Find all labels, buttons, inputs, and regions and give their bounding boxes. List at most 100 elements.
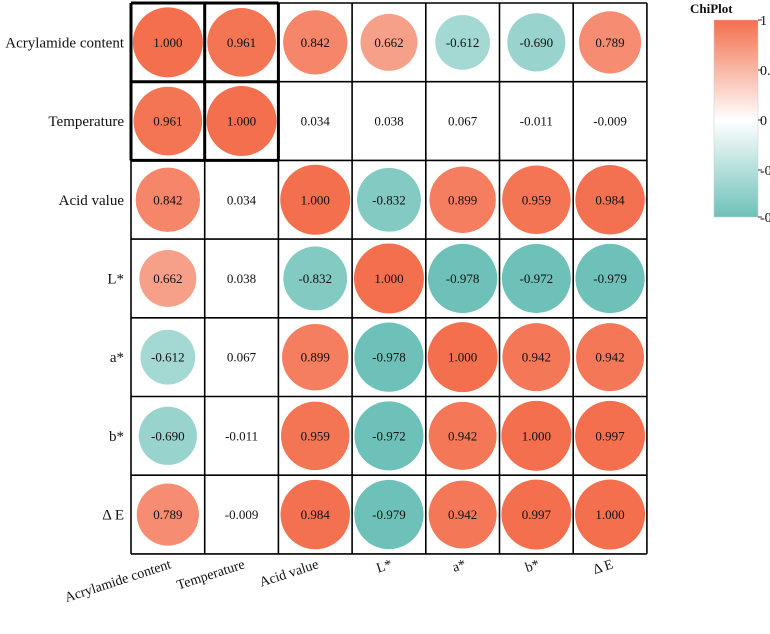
correlation-value-5-2: 0.959 [301, 428, 330, 443]
correlation-circle-2-5 [502, 165, 571, 235]
correlation-circle-3-6 [575, 243, 645, 314]
correlation-circle-2-2 [280, 164, 351, 235]
correlation-value-6-4: 0.942 [448, 507, 477, 522]
correlation-circle-2-6 [575, 165, 645, 235]
correlation-value-0-4: -0.612 [446, 35, 480, 50]
correlation-circle-0-3 [360, 13, 418, 71]
row-label-4: a* [110, 350, 124, 366]
matrix-cells: 1.000 0.961 0.842 0.662 -0.612 -0.690 0.789 0.9… [132, 7, 646, 550]
correlation-value-4-2: 0.899 [301, 350, 330, 365]
column-label-6: Δ E [591, 557, 615, 578]
correlation-value-4-1: 0.067 [227, 350, 257, 365]
row-label-2: Acid value [59, 193, 125, 209]
correlation-value-5-5: 1.000 [522, 428, 551, 443]
column-label-5: b* [524, 557, 542, 576]
correlation-value-4-0: -0.612 [151, 350, 185, 365]
correlation-value-1-0: 0.961 [153, 114, 182, 129]
row-label-1: Temperature [48, 114, 124, 130]
correlation-circle-0-0 [132, 7, 203, 78]
correlation-circle-5-3 [354, 401, 424, 471]
correlation-circle-5-0 [138, 406, 197, 465]
correlation-value-2-6: 0.984 [595, 192, 625, 207]
legend-tick-label-1: 0.5 [760, 64, 770, 79]
correlation-circle-2-0 [135, 167, 200, 232]
correlation-circle-6-0 [136, 483, 199, 546]
correlation-circle-4-0 [140, 329, 196, 385]
column-label-0: Acrylamide content [63, 557, 173, 606]
correlation-circle-6-3 [354, 479, 424, 550]
column-label-4: a* [451, 557, 468, 575]
correlation-value-5-4: 0.942 [448, 428, 477, 443]
legend-ticks: 1 0.5 0 -0.5 -0.97 [758, 14, 770, 226]
correlation-value-5-6: 0.997 [595, 428, 625, 443]
correlation-circle-4-6 [576, 323, 645, 392]
correlation-value-0-3: 0.662 [374, 35, 403, 50]
correlation-value-3-0: 0.662 [153, 271, 182, 286]
correlation-value-6-6: 1.000 [595, 507, 624, 522]
correlation-circle-0-6 [578, 11, 642, 74]
correlation-value-4-3: -0.978 [372, 350, 406, 365]
correlation-value-6-1: -0.009 [225, 507, 259, 522]
correlation-value-5-0: -0.690 [151, 428, 185, 443]
correlation-value-0-0: 1.000 [153, 35, 182, 50]
correlation-value-4-6: 0.942 [595, 350, 624, 365]
correlation-circle-3-2 [283, 246, 348, 311]
correlation-value-1-2: 0.034 [301, 114, 331, 129]
correlation-value-2-2: 1.000 [301, 192, 330, 207]
correlation-circle-4-3 [354, 322, 424, 392]
correlation-circle-0-4 [435, 14, 491, 70]
correlation-value-0-2: 0.842 [301, 35, 330, 50]
column-label-2: Acid value [258, 557, 321, 590]
legend-tick-label-0: 1 [760, 14, 767, 29]
legend-tick-label-4: -0.97 [760, 211, 770, 226]
correlation-value-2-0: 0.842 [153, 192, 182, 207]
correlation-circle-5-6 [575, 400, 645, 471]
correlation-circle-4-4 [427, 322, 498, 393]
row-label-5: b* [109, 429, 124, 445]
correlation-circle-5-4 [428, 401, 497, 470]
column-label-3: L* [375, 557, 394, 576]
correlation-circle-3-0 [139, 249, 197, 307]
correlation-value-3-5: -0.972 [520, 271, 554, 286]
correlation-value-6-3: -0.979 [372, 507, 406, 522]
correlation-value-1-4: 0.067 [448, 114, 478, 129]
correlation-value-5-3: -0.972 [372, 428, 406, 443]
correlation-value-3-4: -0.978 [446, 271, 480, 286]
correlation-value-2-3: -0.832 [372, 192, 406, 207]
correlation-circle-4-2 [282, 323, 349, 391]
correlation-circle-2-4 [429, 166, 496, 233]
correlation-value-1-1: 1.000 [227, 114, 256, 129]
correlation-circle-2-3 [357, 167, 421, 232]
correlation-value-0-6: 0.789 [595, 35, 624, 50]
correlation-circle-3-3 [353, 243, 424, 314]
legend-title: ChiPlot [690, 1, 733, 16]
correlation-value-4-5: 0.942 [522, 350, 551, 365]
correlation-circle-0-2 [283, 10, 348, 75]
matrix-gridlines [129, 1, 648, 555]
correlation-circle-1-0 [133, 86, 203, 156]
correlation-value-2-4: 0.899 [448, 192, 477, 207]
correlation-circle-0-1 [207, 8, 276, 77]
row-label-6: Δ E [102, 508, 124, 524]
correlation-circle-5-5 [501, 400, 572, 471]
correlation-value-3-3: 1.000 [374, 271, 403, 286]
correlation-circle-6-4 [428, 480, 497, 549]
row-labels: Acrylamide content Temperature Acid value L… [5, 35, 125, 523]
correlation-value-4-4: 1.000 [448, 350, 477, 365]
correlation-value-1-3: 0.038 [374, 114, 403, 129]
correlation-circle-6-6 [575, 479, 646, 550]
correlation-value-3-6: -0.979 [593, 271, 627, 286]
correlation-value-5-1: -0.011 [225, 428, 258, 443]
correlation-value-6-5: 0.997 [522, 507, 552, 522]
correlation-circle-3-5 [501, 243, 571, 313]
correlation-circle-4-5 [502, 323, 571, 392]
row-label-0: Acrylamide content [5, 35, 125, 51]
correlation-value-1-6: -0.009 [593, 114, 627, 129]
correlation-value-2-5: 0.959 [522, 192, 551, 207]
column-labels: Acrylamide content Temperature Acid value L… [63, 557, 615, 606]
row-label-3: L* [107, 271, 124, 287]
correlation-value-6-2: 0.984 [301, 507, 331, 522]
correlation-value-3-2: -0.832 [298, 271, 332, 286]
legend-tick-label-3: -0.5 [760, 164, 770, 179]
